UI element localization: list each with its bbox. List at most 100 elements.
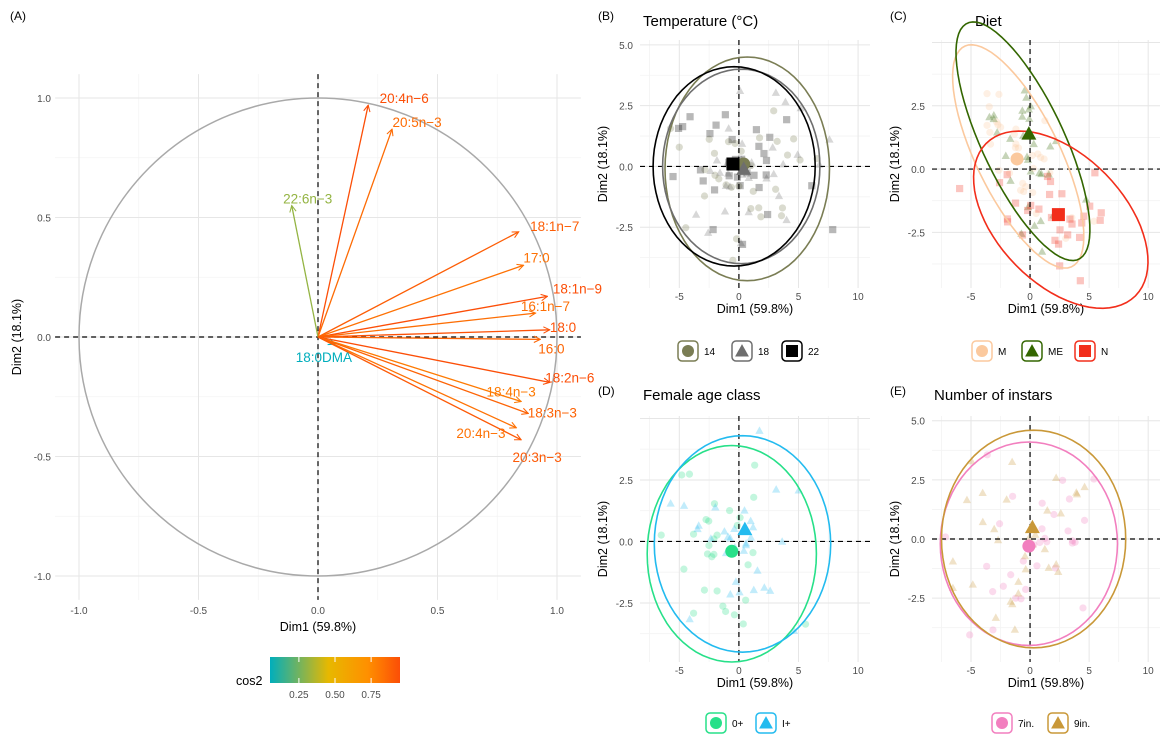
individual-point [726, 590, 735, 598]
individual-point [755, 426, 764, 434]
individual-point [985, 112, 994, 121]
variable-label: 18:1n−9 [553, 281, 602, 296]
individual-point [796, 156, 804, 164]
group-centroid [736, 161, 752, 175]
ytick: -2.5 [616, 599, 634, 610]
individual-point [779, 159, 788, 168]
individual-point [724, 138, 733, 146]
individual-point [766, 586, 775, 594]
variable-label: 18:0DMA [296, 350, 352, 365]
individual-point [705, 517, 713, 525]
xlabel: Dim1 (59.8%) [717, 676, 793, 690]
ytick: 0.0 [619, 162, 633, 173]
individual-point [669, 172, 677, 181]
individual-point [705, 541, 713, 550]
ylabel: Dim2 (18.1%) [888, 126, 902, 202]
individual-point [983, 562, 991, 570]
individual-point [736, 238, 746, 247]
individual-point [790, 135, 798, 143]
individual-point [1020, 187, 1028, 196]
legend-label: 9in. [1074, 719, 1090, 730]
individual-point [1031, 530, 1040, 538]
individual-point [1037, 247, 1047, 255]
individual-point [685, 614, 694, 623]
individual-point [793, 150, 802, 158]
ylabel: Dim2 (18.1%) [888, 501, 902, 577]
individual-point [747, 204, 755, 213]
variable-arrow [317, 129, 392, 338]
individual-point [1016, 186, 1025, 194]
group-ellipse [646, 444, 818, 663]
individual-point [772, 185, 780, 193]
individual-point [1046, 142, 1055, 150]
individual-point [989, 114, 998, 123]
individual-point [978, 488, 987, 497]
individual-point [1018, 231, 1027, 239]
individual-point [1097, 209, 1105, 217]
ytick: 0.0 [619, 537, 633, 548]
individual-point [739, 620, 747, 628]
individual-point [731, 577, 741, 585]
individual-point [1036, 216, 1045, 225]
individual-point [755, 183, 763, 192]
individual-point [755, 134, 764, 142]
individual-point [694, 521, 703, 529]
panel-title: Female age class [643, 387, 761, 404]
individual-point [764, 210, 772, 219]
individual-point [1051, 564, 1060, 572]
individual-point [710, 149, 719, 157]
individual-point [1045, 190, 1054, 199]
individual-point [731, 139, 739, 148]
individual-point [710, 535, 718, 543]
individual-point [721, 181, 731, 190]
individual-point [999, 582, 1007, 590]
variable-label: 18:1n−7 [530, 219, 579, 234]
individual-point [700, 586, 709, 594]
variable-label: 20:5n−3 [392, 115, 441, 130]
panel-a-ytick: -0.5 [34, 453, 52, 464]
individual-point [1062, 234, 1070, 242]
individual-point [992, 118, 1001, 126]
individual-point [711, 171, 719, 179]
individual-point [1056, 226, 1064, 234]
panel-title: Number of instars [934, 387, 1052, 404]
individual-point [1034, 150, 1042, 158]
individual-point [1012, 140, 1020, 148]
panel-c-diet: Diet -5 0 5 10 2.5 0.0 -2.5 Dim1 (59.8%) Dim2 (18… [888, 13, 1160, 362]
legend-key-symbol [1079, 345, 1091, 357]
individual-point [1080, 516, 1089, 524]
individual-point [1040, 544, 1049, 553]
variable-label: 18:4n−3 [487, 385, 536, 400]
individual-point [705, 135, 713, 143]
panel-b-temperature: Temperature (°C) -5 0 5 10 5.0 2.5 0.0 -2.5 Dim1 … [596, 13, 870, 362]
ylabel: Dim2 (18.1%) [596, 126, 610, 202]
individual-point [740, 506, 749, 514]
ytick: 0.0 [911, 535, 925, 546]
individual-point [750, 493, 758, 501]
individual-point [1037, 169, 1046, 178]
individual-point [666, 499, 675, 507]
legend-key-symbol [786, 345, 798, 357]
individual-point [741, 539, 751, 547]
individual-point [1022, 585, 1030, 594]
individual-point [1086, 202, 1094, 210]
individual-point [710, 550, 718, 558]
panel-label-b: (B) [598, 9, 614, 23]
individual-point [1024, 206, 1032, 215]
individual-point [1037, 153, 1045, 161]
individual-point [1066, 215, 1074, 223]
individual-point [1026, 101, 1035, 110]
individual-point [679, 123, 687, 131]
individual-point [1043, 506, 1052, 514]
xtick: 10 [1143, 292, 1155, 303]
individual-point [1027, 201, 1035, 210]
individual-point [989, 588, 997, 596]
individual-point [722, 607, 730, 616]
individual-point [1046, 169, 1054, 177]
individual-point [778, 204, 787, 212]
individual-point [991, 613, 1000, 621]
group-ellipse [664, 56, 831, 282]
panel-label-a: (A) [10, 9, 26, 23]
individual-point [678, 471, 686, 479]
variable-label: 17:0 [523, 250, 549, 265]
